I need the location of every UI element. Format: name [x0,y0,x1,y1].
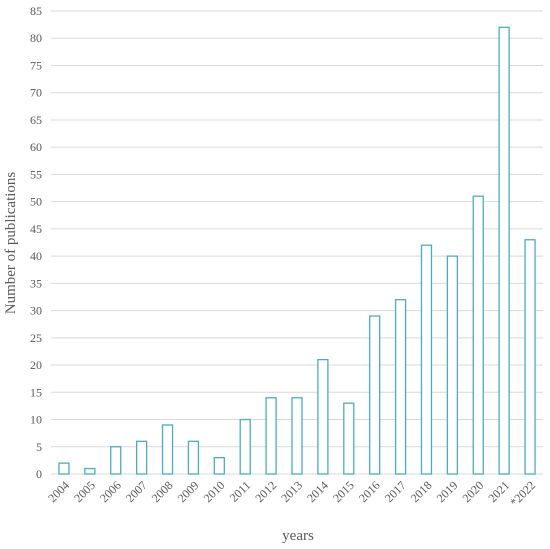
bar-2017 [394,299,407,475]
y-tick-label: 55 [30,167,42,181]
y-tick-label: 5 [36,440,42,454]
x-tick-label: 2019 [434,478,461,505]
x-tick-label: 2017 [382,478,409,505]
y-tick-label: 45 [30,222,42,236]
bar-2009 [187,440,200,475]
bars [58,26,536,475]
x-tick-label: 2018 [408,478,435,505]
bar-2010 [213,457,225,475]
y-tick-label: 0 [36,467,42,481]
y-tick-label: 30 [30,304,42,318]
y-tick-label: 70 [30,86,42,100]
bar-2012 [265,397,277,475]
y-tick-label: 35 [30,276,42,290]
x-tick-label: 2016 [356,478,383,505]
bar-2014 [317,358,329,475]
y-tick-label: 25 [30,331,42,345]
y-tick-label: 15 [30,385,42,399]
x-tick-label: 2010 [201,478,228,505]
x-tick-label: 2015 [330,478,357,505]
x-axis-ticks: 2004 2005 2006 2007 2008 2009 2010 2011 2012 2013… [45,478,538,509]
y-tick-label: 10 [30,413,42,427]
bar-2021 [498,26,510,475]
y-tick-label: 40 [30,249,42,263]
x-tick-label: 2006 [97,478,124,505]
y-axis-title: Number of publications [3,172,19,315]
x-tick-label: 2011 [227,478,254,505]
bar-2004 [58,462,70,475]
gridlines [51,10,543,475]
bar-2011 [239,418,251,475]
y-tick-label: 65 [30,113,42,127]
x-axis-title: years [282,528,314,544]
bar-2015 [343,402,355,475]
bar-2016 [369,315,381,475]
bar-2013 [291,397,303,475]
bar-2018 [420,244,433,475]
x-tick-label: 2020 [460,478,487,505]
x-tick-label: 2013 [278,478,305,505]
x-tick-label: 2008 [149,478,176,505]
y-tick-label: 80 [30,31,42,45]
bar-2020 [472,195,484,475]
x-tick-label: 2004 [45,478,72,505]
bar-star-2022 [524,239,536,475]
bar-2019 [446,255,459,475]
y-tick-label: 60 [30,140,42,154]
x-tick-label: 2007 [123,478,150,505]
bar-2008 [161,424,174,475]
y-tick-label: 50 [30,195,42,209]
y-tick-label: 75 [30,58,42,72]
bar-2006 [110,446,122,475]
y-tick-label: 85 [30,4,42,18]
y-tick-label: 20 [30,358,42,372]
x-tick-label: 2009 [175,478,202,505]
x-tick-label: 2012 [252,478,279,505]
x-tick-label: *2022 [507,478,538,509]
y-axis-ticks: 0 5 10 15 20 25 30 35 40 45 50 55 60 65 70 75 80 85 [30,4,42,481]
bar-2007 [135,440,148,475]
bar-2005 [84,467,96,475]
x-tick-label: 2005 [71,478,98,505]
x-tick-label: 2014 [304,478,331,505]
